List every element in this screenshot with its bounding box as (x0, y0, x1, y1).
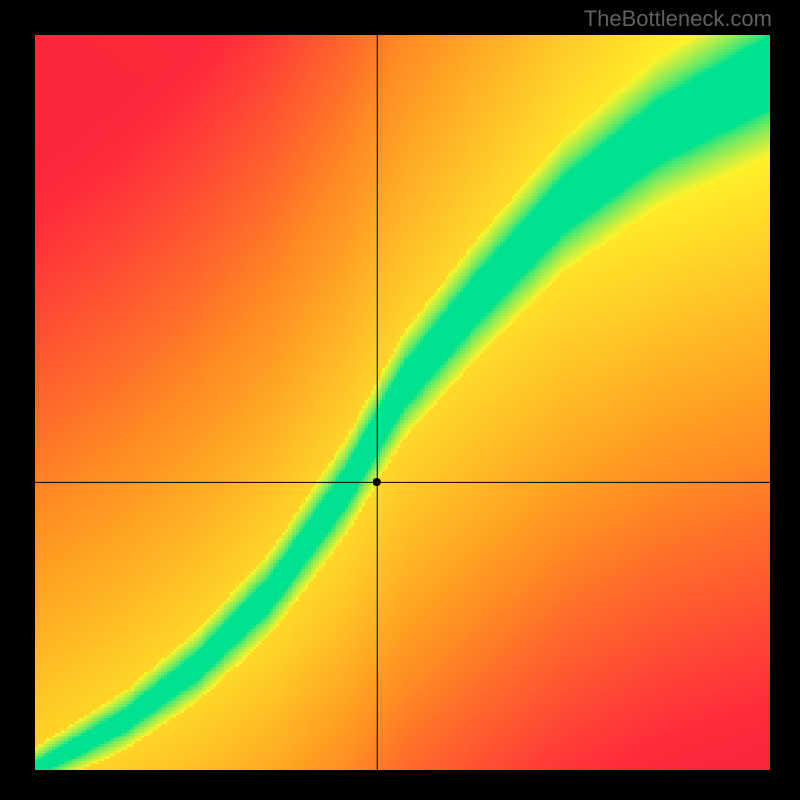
chart-container: TheBottleneck.com (0, 0, 800, 800)
watermark-text: TheBottleneck.com (584, 6, 772, 32)
heatmap-canvas (0, 0, 800, 800)
